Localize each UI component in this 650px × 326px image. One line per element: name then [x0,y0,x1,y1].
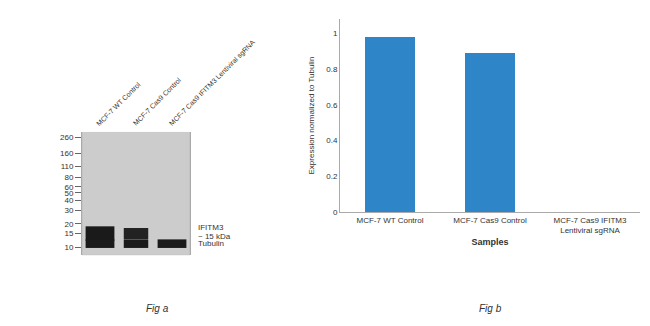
svg-text:80: 80 [64,173,73,182]
svg-text:1: 1 [333,29,338,38]
svg-text:20: 20 [64,220,73,229]
svg-text:~ 15 kDa: ~ 15 kDa [198,232,231,241]
svg-text:MCF-7 Cas9 Control: MCF-7 Cas9 Control [453,216,527,225]
svg-text:0.2: 0.2 [326,172,338,181]
svg-text:160: 160 [60,149,74,158]
svg-text:MCF-7 Cas9 IFITM3Lentiviral sg: MCF-7 Cas9 IFITM3Lentiviral sgRNA [554,216,627,235]
svg-text:Fig b: Fig b [479,303,502,314]
svg-text:0: 0 [333,208,338,217]
svg-text:Samples: Samples [471,237,508,247]
svg-text:MCF-7 Cas9 IFITM3 Lentiviral s: MCF-7 Cas9 IFITM3 Lentiviral sgRNA [168,38,257,127]
svg-text:260: 260 [60,133,74,142]
svg-text:Tubulin: Tubulin [198,239,224,248]
svg-text:50: 50 [64,189,73,198]
svg-text:MCF-7 WT Control: MCF-7 WT Control [95,81,142,128]
svg-text:0.4: 0.4 [326,136,338,145]
svg-text:IFITM3: IFITM3 [198,223,224,232]
svg-text:MCF-7 Cas9 Control: MCF-7 Cas9 Control [132,76,183,127]
svg-text:Fig a: Fig a [146,303,169,314]
svg-text:15: 15 [64,229,73,238]
svg-text:0.6: 0.6 [326,101,338,110]
svg-text:60: 60 [64,183,73,192]
svg-text:0.8: 0.8 [326,65,338,74]
svg-text:MCF-7 WT Control: MCF-7 WT Control [357,216,424,225]
svg-text:40: 40 [64,196,73,205]
svg-text:110: 110 [61,162,74,171]
svg-text:30: 30 [64,206,73,215]
svg-text:10: 10 [64,243,73,252]
svg-text:Expression normalized to Tubul: Expression normalized to Tubulin [307,57,316,175]
